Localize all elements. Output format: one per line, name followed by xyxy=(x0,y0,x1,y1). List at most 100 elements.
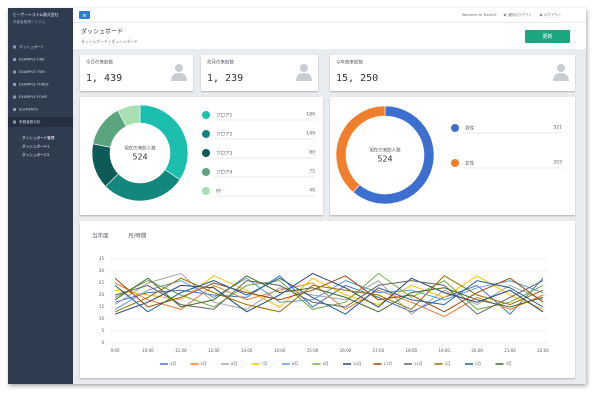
legend-label: 男性 xyxy=(465,125,474,132)
x-tick-label: 16:00 xyxy=(340,348,352,353)
donut-center-value: 524 xyxy=(132,153,147,162)
submenu-item[interactable]: ダッシュボード1 xyxy=(22,144,49,149)
y-tick-label: 0 xyxy=(101,340,104,345)
legend-dot xyxy=(451,124,459,132)
company-sub: 来館者管理システム xyxy=(13,19,46,24)
legend-label: フロア4 xyxy=(216,170,232,176)
y-tick-label: 20 xyxy=(99,292,105,297)
donut-center-label: 現在の来館人数 xyxy=(124,145,156,152)
donut-segment xyxy=(117,104,141,127)
legend-value: 80 xyxy=(309,150,315,156)
x-tick-label: 14:00 xyxy=(274,348,286,353)
company-name: ビーザーシステム株式会社 xyxy=(13,12,58,17)
menu-item[interactable]: EXAMPLE TWO xyxy=(19,70,46,74)
legend-label: 8月 xyxy=(292,361,298,366)
user-icon xyxy=(557,64,565,72)
data-line xyxy=(114,272,544,315)
x-tick-label: 15:00 xyxy=(307,348,319,353)
legend-label: 7月 xyxy=(262,361,268,366)
menu-icon xyxy=(13,58,16,61)
legend-value: 75 xyxy=(309,169,315,175)
refresh-button-label[interactable]: 更新 xyxy=(542,33,552,40)
menu-item[interactable]: ELEMENTS xyxy=(19,108,39,112)
legend-label: RF xyxy=(216,189,222,195)
legend-label: 3月 xyxy=(506,361,512,366)
legend-label: 11月 xyxy=(384,361,393,366)
submenu-item[interactable]: ダッシュボード2 xyxy=(22,152,49,157)
logout-icon xyxy=(539,13,543,17)
legend-label: フロア2 xyxy=(216,132,232,138)
y-tick-label: 35 xyxy=(99,256,105,261)
topbar xyxy=(73,8,586,22)
x-tick-label: 12:00 xyxy=(208,348,220,353)
x-tick-label: 17:00 xyxy=(373,348,385,353)
legend-dot xyxy=(202,187,210,195)
menu-active-bg xyxy=(8,117,73,127)
trend-subtitle: 月/時間 xyxy=(128,232,147,240)
y-tick-label: 10 xyxy=(99,316,105,321)
refresh-button[interactable] xyxy=(525,30,570,43)
data-line xyxy=(114,275,544,313)
data-line xyxy=(114,275,544,310)
menu-button-icon[interactable]: ≡ xyxy=(82,13,86,19)
menu-icon xyxy=(13,70,16,74)
stat-label: 今日の来館数 xyxy=(86,59,113,66)
menu-item[interactable]: EXAMPLE THREE xyxy=(19,83,50,87)
x-tick-label: 9:00 xyxy=(111,348,120,353)
menu-item[interactable]: EXAMPLE ONE xyxy=(19,58,45,62)
donut-center-label: 現在の来館人数 xyxy=(369,147,401,154)
notice-link[interactable]: 通知ログアウト xyxy=(508,12,532,17)
stat-card xyxy=(330,55,575,91)
menu-icon xyxy=(13,108,16,111)
data-line xyxy=(114,275,544,313)
y-tick-label: 25 xyxy=(99,280,105,285)
x-tick-label: 10:00 xyxy=(142,348,154,353)
legend-label: 5月 xyxy=(201,361,207,366)
data-line xyxy=(114,272,544,315)
x-tick-label: 11:00 xyxy=(175,348,187,353)
data-line xyxy=(114,277,544,310)
y-tick-label: 30 xyxy=(99,268,105,273)
donut-center-value: 524 xyxy=(377,155,392,164)
legend-label: 4月 xyxy=(170,361,176,366)
menu-icon xyxy=(13,83,16,86)
legend-label: 女性 xyxy=(465,160,474,167)
legend-dot xyxy=(451,159,459,167)
legend-label: 9月 xyxy=(323,361,329,366)
stat-card xyxy=(201,55,318,91)
menu-icon xyxy=(13,95,16,99)
menu-button[interactable] xyxy=(79,11,90,19)
breadcrumb[interactable]: ダッシュボード / ダッシュボード xyxy=(81,39,138,44)
page-header xyxy=(73,23,586,49)
menu-item[interactable]: ダッシュボード xyxy=(19,44,45,49)
donut-segment xyxy=(335,105,386,193)
legend-dot xyxy=(202,168,210,176)
x-tick-label: 18:00 xyxy=(406,348,418,353)
y-tick-label: 15 xyxy=(99,304,105,309)
legend-label: 12月 xyxy=(414,361,423,366)
legend-dot xyxy=(202,149,210,157)
legend-label: 10月 xyxy=(353,361,362,366)
logout-link[interactable]: ログアウト xyxy=(544,12,561,17)
legend-label: 6月 xyxy=(231,361,237,366)
stat-value: 1, 239 xyxy=(207,73,243,84)
data-line xyxy=(114,277,544,315)
data-line xyxy=(114,275,544,313)
menu-icon xyxy=(13,120,16,124)
submenu-item[interactable]: ダッシュボード管理 xyxy=(22,135,55,140)
menu-icon xyxy=(13,45,16,49)
legend-dot xyxy=(202,130,210,138)
x-tick-label: 22:00 xyxy=(537,348,549,353)
stat-label: 今年度来館数 xyxy=(336,59,363,66)
stat-label: 先月の来館数 xyxy=(207,59,234,66)
menu-item[interactable]: EXAMPLE FOUR xyxy=(19,95,47,99)
x-tick-label: 13:00 xyxy=(241,348,253,353)
legend-value: 180 xyxy=(306,112,315,118)
stat-value: 1, 439 xyxy=(86,73,122,84)
legend-label: 2月 xyxy=(475,361,481,366)
welcome-text: Welcome to TeamXX xyxy=(462,13,497,17)
legend-label: 1月 xyxy=(445,361,451,366)
stat-card xyxy=(80,55,193,91)
menu-item[interactable]: 来館者数分析 xyxy=(19,119,41,124)
